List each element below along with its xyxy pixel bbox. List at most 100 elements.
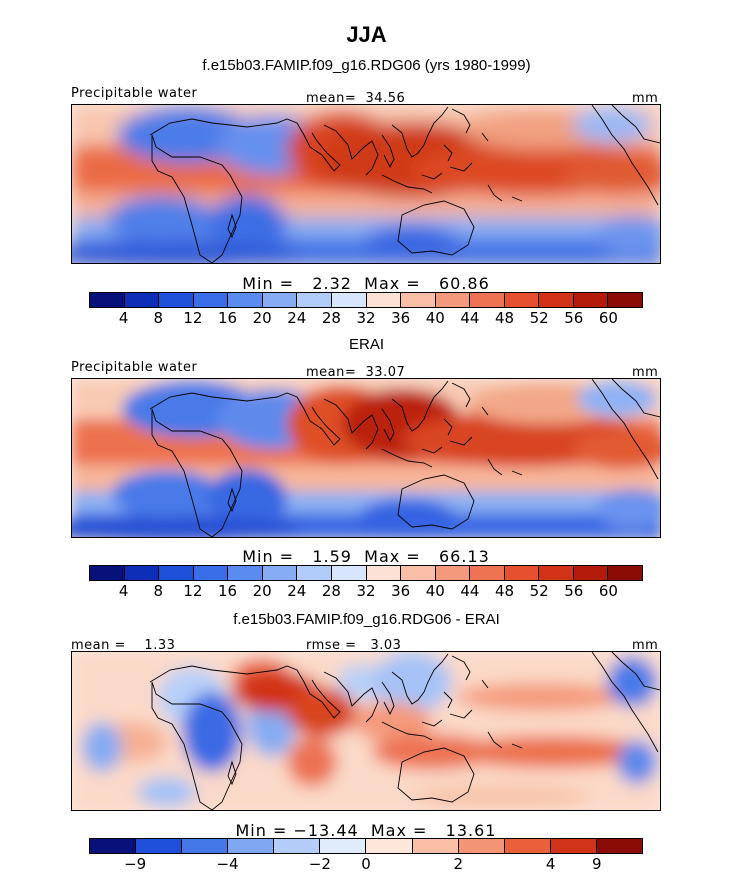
colorbar-swatch bbox=[412, 839, 459, 853]
colorbar-tick-label: 24 bbox=[287, 582, 307, 600]
panel3-map bbox=[71, 651, 661, 811]
panel1-colorbar-ticks: 4 8 12 16 20 24 28 32 36 40 44 48 52 56 60 bbox=[89, 309, 643, 327]
colorbar-swatch bbox=[504, 839, 551, 853]
colorbar-tick-label: 8 bbox=[153, 309, 164, 327]
colorbar-tick-label: 0 bbox=[361, 855, 371, 873]
colorbar-swatch bbox=[262, 293, 298, 307]
colorbar-swatch bbox=[90, 839, 137, 853]
colorbar-swatch bbox=[573, 293, 609, 307]
panel2-map-svg bbox=[72, 379, 660, 537]
panel3-mean-label: mean = 1.33 bbox=[71, 638, 176, 653]
colorbar-tick-label: 24 bbox=[287, 309, 307, 327]
colorbar-swatch bbox=[608, 566, 642, 580]
panel3-rmse-label: rmse = 3.03 bbox=[306, 638, 402, 653]
colorbar-tick-label: 60 bbox=[598, 582, 618, 600]
colorbar-swatch bbox=[320, 839, 367, 853]
colorbar-tick-label: 60 bbox=[598, 309, 618, 327]
panel3-coastlines bbox=[149, 652, 660, 810]
panel3-colorbar bbox=[89, 838, 643, 854]
panel3-minmax: Min = −13.44 Max = 13.61 bbox=[235, 821, 497, 840]
colorbar-swatch bbox=[274, 839, 321, 853]
figure-subtitle: f.e15b03.FAMIP.f09_g16.RDG06 (yrs 1980-1… bbox=[202, 57, 531, 74]
colorbar-tick-label: 36 bbox=[391, 309, 411, 327]
colorbar-swatch bbox=[366, 566, 402, 580]
colorbar-tick-label: 48 bbox=[494, 309, 515, 327]
panel1-coastlines bbox=[149, 105, 660, 263]
colorbar-swatch bbox=[331, 566, 367, 580]
colorbar-swatch bbox=[124, 566, 160, 580]
colorbar-swatch bbox=[550, 839, 597, 853]
colorbar-tick-label: 28 bbox=[321, 582, 341, 600]
colorbar-swatch bbox=[539, 566, 574, 580]
panel3-colorbar-ticks: −9 −4 −2 0 2 4 9 bbox=[89, 855, 643, 873]
colorbar-swatch bbox=[228, 839, 275, 853]
colorbar-swatch bbox=[262, 566, 298, 580]
colorbar-swatch bbox=[90, 293, 125, 307]
panel2-minmax: Min = 1.59 Max = 66.13 bbox=[242, 547, 490, 566]
colorbar-tick-label: 16 bbox=[217, 309, 238, 327]
colorbar-tick-label: 12 bbox=[183, 309, 203, 327]
colorbar-swatch bbox=[228, 293, 263, 307]
colorbar-swatch bbox=[504, 566, 540, 580]
colorbar-swatch bbox=[228, 566, 263, 580]
panel3-title: f.e15b03.FAMIP.f09_g16.RDG06 - ERAI bbox=[233, 611, 500, 628]
colorbar-swatch bbox=[159, 566, 194, 580]
colorbar-tick-label: 32 bbox=[356, 582, 376, 600]
panel3-map-svg bbox=[72, 652, 660, 810]
colorbar-swatch bbox=[193, 293, 229, 307]
colorbar-tick-label: 12 bbox=[183, 582, 203, 600]
colorbar-swatch bbox=[470, 293, 505, 307]
colorbar-tick-label: 52 bbox=[529, 309, 549, 327]
colorbar-swatch bbox=[596, 839, 642, 853]
colorbar-tick-label: 44 bbox=[460, 309, 480, 327]
colorbar-tick-label: 32 bbox=[356, 309, 376, 327]
colorbar-tick-label: 56 bbox=[564, 309, 584, 327]
panel1-map bbox=[71, 104, 661, 264]
colorbar-swatch bbox=[90, 566, 125, 580]
colorbar-swatch bbox=[366, 839, 413, 853]
colorbar-tick-label: 52 bbox=[529, 582, 549, 600]
panel2-variable-label: Precipitable water bbox=[71, 360, 198, 375]
panel2-coastlines bbox=[149, 379, 660, 537]
colorbar-tick-label: −9 bbox=[124, 855, 147, 873]
colorbar-swatch bbox=[470, 566, 505, 580]
panel2-colorbar-ticks: 4 8 12 16 20 24 28 32 36 40 44 48 52 56 60 bbox=[89, 582, 643, 600]
colorbar-tick-label: 2 bbox=[453, 855, 464, 873]
colorbar-swatch bbox=[435, 566, 471, 580]
panel2-field bbox=[72, 379, 660, 537]
colorbar-swatch bbox=[182, 839, 229, 853]
colorbar-swatch bbox=[573, 566, 609, 580]
colorbar-swatch bbox=[401, 293, 436, 307]
colorbar-swatch bbox=[366, 293, 402, 307]
colorbar-swatch bbox=[401, 566, 436, 580]
colorbar-tick-label: 40 bbox=[425, 309, 445, 327]
panel1-variable-label: Precipitable water bbox=[71, 86, 198, 101]
colorbar-swatch bbox=[608, 293, 642, 307]
panel3-field bbox=[72, 652, 660, 810]
colorbar-tick-label: 4 bbox=[118, 309, 129, 327]
colorbar-swatch bbox=[159, 293, 194, 307]
panel3-units-label: mm bbox=[632, 638, 659, 653]
colorbar-tick-label: −4 bbox=[216, 855, 239, 873]
panel2-colorbar bbox=[89, 565, 643, 581]
colorbar-tick-label: 8 bbox=[153, 582, 164, 600]
colorbar-tick-label: 20 bbox=[252, 582, 272, 600]
colorbar-swatch bbox=[124, 293, 160, 307]
colorbar-tick-label: 40 bbox=[425, 582, 445, 600]
panel2-units-label: mm bbox=[632, 365, 659, 380]
colorbar-swatch bbox=[458, 839, 505, 853]
colorbar-tick-label: 56 bbox=[564, 582, 584, 600]
panel1-mean-label: mean= 34.56 bbox=[306, 91, 406, 106]
colorbar-swatch bbox=[136, 839, 183, 853]
colorbar-swatch bbox=[539, 293, 574, 307]
colorbar-swatch bbox=[504, 293, 540, 307]
panel1-map-svg bbox=[72, 105, 660, 263]
panel2-title: ERAI bbox=[348, 336, 384, 353]
colorbar-tick-label: 20 bbox=[252, 309, 272, 327]
panel2-map bbox=[71, 378, 661, 538]
panel1-units-label: mm bbox=[632, 91, 659, 106]
panel1-colorbar bbox=[89, 292, 643, 308]
colorbar-swatch bbox=[193, 566, 229, 580]
colorbar-tick-label: 44 bbox=[460, 582, 480, 600]
colorbar-tick-label: 48 bbox=[494, 582, 515, 600]
